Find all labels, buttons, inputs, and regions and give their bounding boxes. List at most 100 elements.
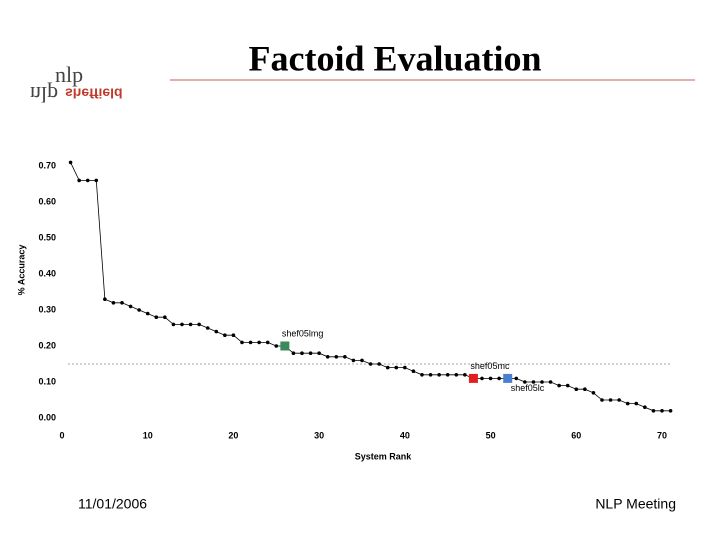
slide-title: Factoid Evaluation [248, 38, 541, 78]
data-point [497, 376, 501, 381]
data-point [103, 297, 107, 302]
data-point [463, 373, 467, 377]
data-point [308, 351, 313, 356]
data-point [531, 380, 536, 384]
highlight-label: shef05lmg [282, 328, 324, 338]
data-point [128, 304, 133, 309]
data-point [643, 405, 647, 410]
highlight-marker [503, 373, 513, 383]
x-tick-label: 50 [486, 430, 496, 440]
y-tick-label: 0.10 [38, 376, 56, 386]
data-point [343, 355, 347, 359]
data-point [360, 358, 364, 363]
footer-date: 11/01/2006 [78, 496, 147, 512]
data-point [557, 383, 561, 388]
data-point [94, 178, 99, 183]
data-point [548, 380, 553, 384]
y-tick-label: 0.50 [38, 232, 56, 242]
logo-nlp-reflected: nlp [30, 82, 58, 107]
data-point [231, 333, 236, 338]
data-point [600, 398, 604, 402]
y-tick-label: 0.40 [38, 268, 56, 278]
data-point [660, 409, 664, 413]
data-point [163, 315, 167, 320]
data-point [591, 391, 596, 395]
data-point [574, 387, 579, 392]
logo-sheffield-reflected: sheffield [65, 85, 123, 101]
x-tick-label: 40 [400, 430, 410, 440]
data-point [85, 178, 90, 183]
data-point [437, 373, 441, 377]
data-point [77, 178, 81, 183]
highlight-marker [468, 373, 478, 383]
data-point [265, 340, 270, 345]
data-point [445, 373, 450, 377]
data-point [634, 401, 639, 406]
data-point [617, 398, 621, 402]
data-point [565, 383, 570, 388]
data-point [214, 329, 219, 334]
data-point [403, 365, 407, 370]
data-point [180, 322, 184, 327]
data-point [111, 301, 116, 305]
data-point [240, 340, 244, 345]
data-point [394, 365, 399, 370]
data-point [583, 387, 587, 392]
data-point [197, 322, 201, 327]
y-tick-label: 0.00 [38, 412, 56, 422]
y-tick-label: 0.60 [38, 196, 56, 206]
data-point [514, 376, 519, 381]
data-point [300, 351, 304, 356]
data-point [668, 409, 673, 413]
data-point [377, 362, 381, 366]
data-point [274, 344, 279, 348]
y-tick-label: 0.20 [38, 340, 56, 350]
logo: nlp nlp sheffield [30, 62, 123, 107]
logo-reflection: nlp sheffield [30, 82, 123, 107]
data-point [223, 333, 227, 338]
x-tick-label: 60 [571, 430, 581, 440]
highlight-label: shef05mc [470, 361, 510, 371]
data-point [317, 351, 321, 356]
y-axis-label: % Accuracy [16, 245, 26, 296]
data-point [120, 301, 124, 305]
data-point [205, 326, 210, 330]
data-point [454, 373, 459, 377]
data-point [145, 311, 150, 316]
data-point [154, 315, 159, 320]
data-point [523, 380, 527, 384]
data-point [68, 160, 73, 165]
x-tick-label: 20 [228, 430, 238, 440]
data-point [325, 355, 330, 359]
data-point [540, 380, 544, 384]
data-point [137, 308, 141, 312]
data-point [291, 351, 296, 356]
data-point [428, 373, 433, 377]
x-tick-label: 10 [143, 430, 153, 440]
data-point [385, 365, 390, 370]
x-axis-label: System Rank [355, 451, 413, 461]
y-tick-label: 0.70 [38, 160, 56, 170]
data-point [351, 358, 356, 363]
x-tick-label: 30 [314, 430, 324, 440]
data-point [188, 322, 193, 327]
data-point [411, 369, 416, 374]
y-tick-label: 0.30 [38, 304, 56, 314]
data-point [334, 355, 339, 359]
highlight-label: shef05lc [511, 383, 545, 393]
highlight-marker [280, 341, 290, 351]
data-point [171, 322, 176, 327]
data-point [368, 362, 373, 366]
x-tick-label: 0 [59, 430, 64, 440]
data-point [248, 340, 253, 345]
logo-nlp: nlp [55, 62, 83, 87]
data-point [488, 376, 493, 381]
x-tick-label: 70 [657, 430, 667, 440]
data-point [651, 409, 656, 413]
data-point [480, 376, 484, 381]
data-point [257, 340, 261, 345]
data-point [625, 401, 630, 406]
data-point [608, 398, 613, 402]
footer-event: NLP Meeting [595, 496, 676, 512]
